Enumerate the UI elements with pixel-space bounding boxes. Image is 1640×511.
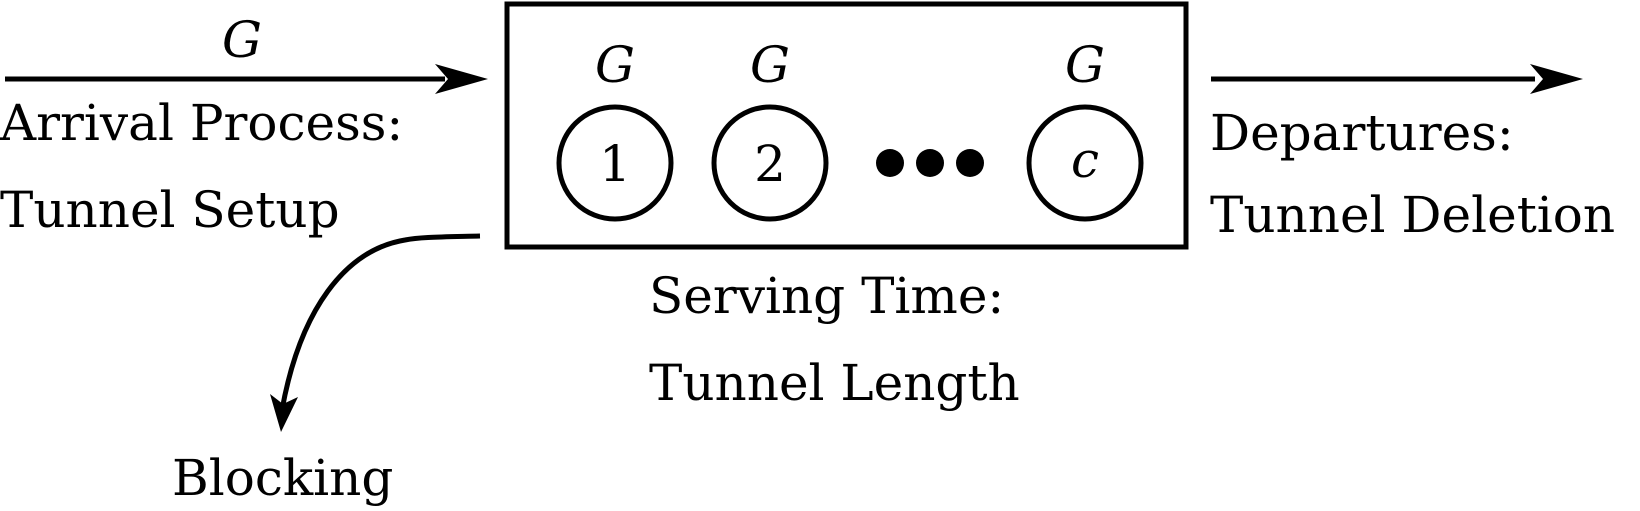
server-1-circle [556,104,674,222]
arrival-label-line2: Tunnel Setup [0,181,340,239]
server-c-distribution-label: G [1065,36,1105,94]
arrival-arrow [5,64,488,94]
server-1-distribution-label: G [595,36,635,94]
server-c-label: c [1071,131,1099,189]
ellipsis-dots [876,149,984,177]
departures-label-line2: Tunnel Deletion [1210,186,1615,244]
server-2-distribution-label: G [750,36,790,94]
blocking-arrow [270,233,481,432]
arrival-distribution-label: G [222,11,262,69]
server-1-label: 1 [599,135,631,193]
server-2-label: 2 [754,135,786,193]
serving-label-line2: Tunnel Length [649,354,1020,412]
departure-arrow [1211,64,1583,94]
server-2-circle [711,104,829,222]
server-c-circle [1026,104,1144,222]
arrival-label-line1: Arrival Process: [0,94,403,152]
server-system-box [504,1,1189,250]
departures-label-line1: Departures: [1210,104,1514,162]
blocking-label: Blocking [172,449,393,507]
serving-label-line1: Serving Time: [649,267,1004,325]
